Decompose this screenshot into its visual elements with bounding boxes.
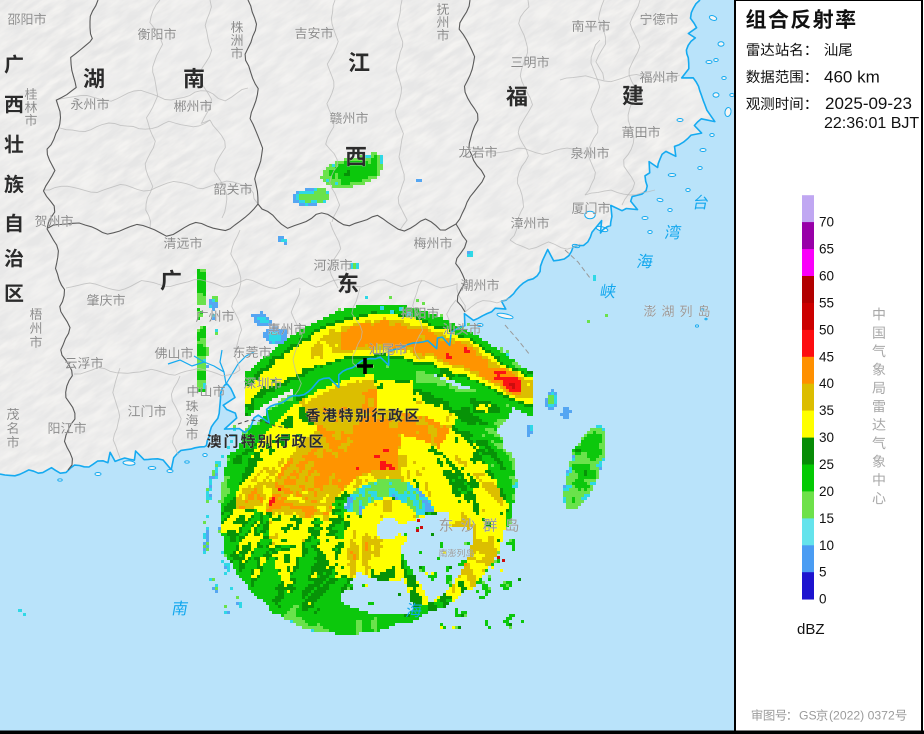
svg-text:35: 35 — [819, 403, 834, 418]
svg-text:25: 25 — [819, 457, 834, 472]
svg-text:30: 30 — [819, 430, 834, 445]
svg-text:40: 40 — [819, 376, 834, 391]
svg-text:15: 15 — [819, 511, 834, 526]
svg-text:70: 70 — [819, 215, 834, 230]
svg-text:65: 65 — [819, 242, 834, 257]
svg-text:460 km: 460 km — [824, 68, 880, 87]
svg-text:10: 10 — [819, 538, 834, 553]
svg-text:(2022) 0372: (2022) 0372 — [829, 709, 895, 723]
svg-text:22:36:01 BJT: 22:36:01 BJT — [824, 115, 919, 132]
svg-text:55: 55 — [819, 295, 834, 310]
svg-text:0: 0 — [819, 592, 827, 607]
svg-text:60: 60 — [819, 269, 834, 284]
svg-text:50: 50 — [819, 322, 834, 337]
svg-text:45: 45 — [819, 349, 834, 364]
svg-text:20: 20 — [819, 484, 834, 499]
svg-text:GS: GS — [799, 709, 817, 723]
svg-text:dBZ: dBZ — [797, 621, 825, 638]
svg-text:5: 5 — [819, 565, 827, 580]
svg-text:2025-09-23: 2025-09-23 — [825, 94, 912, 113]
